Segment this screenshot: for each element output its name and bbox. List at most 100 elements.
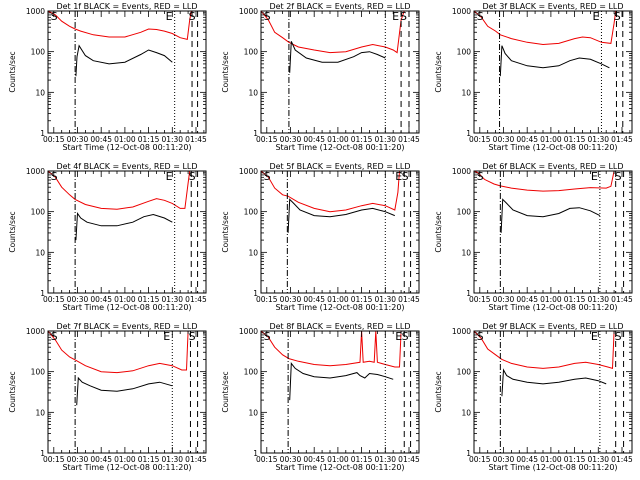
y-tick-label: 1: [466, 129, 471, 138]
x-tick-label: 01:45: [611, 455, 633, 464]
y-axis-label: Counts/sec: [8, 211, 17, 252]
y-tick-label: 1: [40, 289, 45, 298]
x-axis-label: Start Time (12-Oct-08 00:11:20): [488, 463, 617, 472]
y-tick-label: 100: [31, 208, 46, 217]
panel-title: Det 7f BLACK = Events, RED = LLD: [56, 322, 197, 331]
x-tick-label: 00:45: [90, 295, 112, 304]
series-events: [289, 41, 386, 73]
x-tick-label: 01:45: [398, 135, 420, 144]
y-tick-label: 1: [40, 129, 45, 138]
marker-label: E: [591, 330, 598, 343]
y-axis-label: Counts/sec: [434, 371, 443, 412]
y-tick-label: 1000: [26, 327, 45, 336]
y-axis-label: Counts/sec: [221, 371, 230, 412]
y-tick-label: 100: [31, 48, 46, 57]
series-lld: [261, 11, 405, 54]
panel-title: Det 9f BLACK = Events, RED = LLD: [482, 322, 623, 331]
x-tick-label: 01:30: [374, 135, 396, 144]
x-tick-label: 01:00: [540, 135, 562, 144]
x-tick-label: 01:45: [611, 135, 633, 144]
x-tick-label: 01:15: [138, 135, 160, 144]
x-tick-label: 01:30: [587, 135, 609, 144]
y-tick-label: 10: [461, 408, 471, 417]
plot-frame: [47, 10, 207, 134]
panel-title: Det 4f BLACK = Events, RED = LLD: [56, 162, 197, 171]
panel-title: Det 8f BLACK = Events, RED = LLD: [269, 322, 410, 331]
x-tick-label: 01:15: [138, 295, 160, 304]
plot-frame: [473, 330, 633, 454]
x-tick-label: 01:45: [398, 295, 420, 304]
x-axis-label: Start Time (12-Oct-08 00:11:20): [488, 303, 617, 312]
y-tick-label: 10: [248, 408, 258, 417]
y-tick-label: 1000: [452, 327, 471, 336]
x-tick-label: 00:45: [303, 455, 325, 464]
y-tick-label: 10: [248, 88, 258, 97]
plot-frame: [260, 330, 420, 454]
plot-frame: [260, 170, 420, 294]
x-tick-label: 00:30: [67, 455, 89, 464]
marker-label: E: [591, 170, 598, 183]
series-events: [76, 376, 173, 406]
x-tick-label: 00:45: [516, 455, 538, 464]
panel-6: Det 6f BLACK = Events, RED = LLDSES11010…: [434, 162, 633, 312]
y-tick-label: 10: [461, 248, 471, 257]
x-tick-label: 00:45: [516, 295, 538, 304]
x-axis-label: Start Time (12-Oct-08 00:11:20): [62, 463, 191, 472]
x-tick-label: 00:30: [493, 135, 515, 144]
y-tick-label: 10: [35, 88, 45, 97]
y-tick-label: 10: [35, 408, 45, 417]
y-tick-label: 100: [457, 48, 472, 57]
x-tick-label: 00:30: [67, 135, 89, 144]
x-tick-label: 00:15: [256, 455, 278, 464]
plot-frame: [473, 10, 633, 134]
series-lld: [48, 11, 192, 41]
marker-label: E: [166, 10, 173, 23]
x-tick-label: 00:15: [256, 135, 278, 144]
x-tick-label: 00:15: [43, 295, 65, 304]
x-tick-label: 01:30: [374, 455, 396, 464]
panel-1: Det 1f BLACK = Events, RED = LLDSES11010…: [8, 2, 207, 152]
x-tick-label: 00:15: [469, 135, 491, 144]
y-tick-label: 100: [31, 368, 46, 377]
y-tick-label: 1000: [26, 7, 45, 16]
x-tick-label: 00:45: [90, 455, 112, 464]
plot-frame: [47, 170, 207, 294]
x-tick-label: 01:00: [114, 295, 136, 304]
panel-2: Det 2f BLACK = Events, RED = LLDSES11010…: [221, 2, 420, 152]
marker-label: S: [400, 10, 407, 23]
x-tick-label: 00:30: [280, 135, 302, 144]
series-lld: [261, 331, 402, 368]
series-lld: [474, 11, 617, 46]
x-tick-label: 01:00: [327, 135, 349, 144]
x-tick-label: 00:45: [516, 135, 538, 144]
x-axis-label: Start Time (12-Oct-08 00:11:20): [275, 463, 404, 472]
x-tick-label: 00:15: [256, 295, 278, 304]
x-tick-label: 01:15: [351, 455, 373, 464]
marker-label: S: [189, 170, 196, 183]
series-lld: [48, 331, 189, 374]
y-axis-label: Counts/sec: [221, 51, 230, 92]
marker-label: S: [402, 330, 409, 343]
y-tick-label: 100: [457, 368, 472, 377]
series-lld: [261, 171, 400, 213]
y-tick-label: 100: [244, 368, 259, 377]
panel-4: Det 4f BLACK = Events, RED = LLDSES11010…: [8, 162, 207, 312]
panel-8: Det 8f BLACK = Events, RED = LLDSES11010…: [221, 322, 420, 472]
x-tick-label: 00:45: [303, 135, 325, 144]
x-tick-label: 01:15: [564, 455, 586, 464]
series-lld: [474, 171, 615, 192]
marker-label: E: [395, 330, 402, 343]
marker-label: S: [189, 10, 196, 23]
y-tick-label: 1: [253, 449, 258, 458]
series-lld: [48, 171, 191, 210]
y-axis-label: Counts/sec: [434, 51, 443, 92]
marker-label: S: [402, 170, 409, 183]
series-events: [75, 212, 173, 241]
series-lld: [474, 331, 615, 370]
x-tick-label: 00:15: [43, 455, 65, 464]
x-tick-label: 01:45: [185, 455, 207, 464]
marker-label: E: [166, 170, 173, 183]
panel-title: Det 3f BLACK = Events, RED = LLD: [482, 2, 623, 11]
x-axis-label: Start Time (12-Oct-08 00:11:20): [62, 303, 191, 312]
plot-frame: [47, 330, 207, 454]
